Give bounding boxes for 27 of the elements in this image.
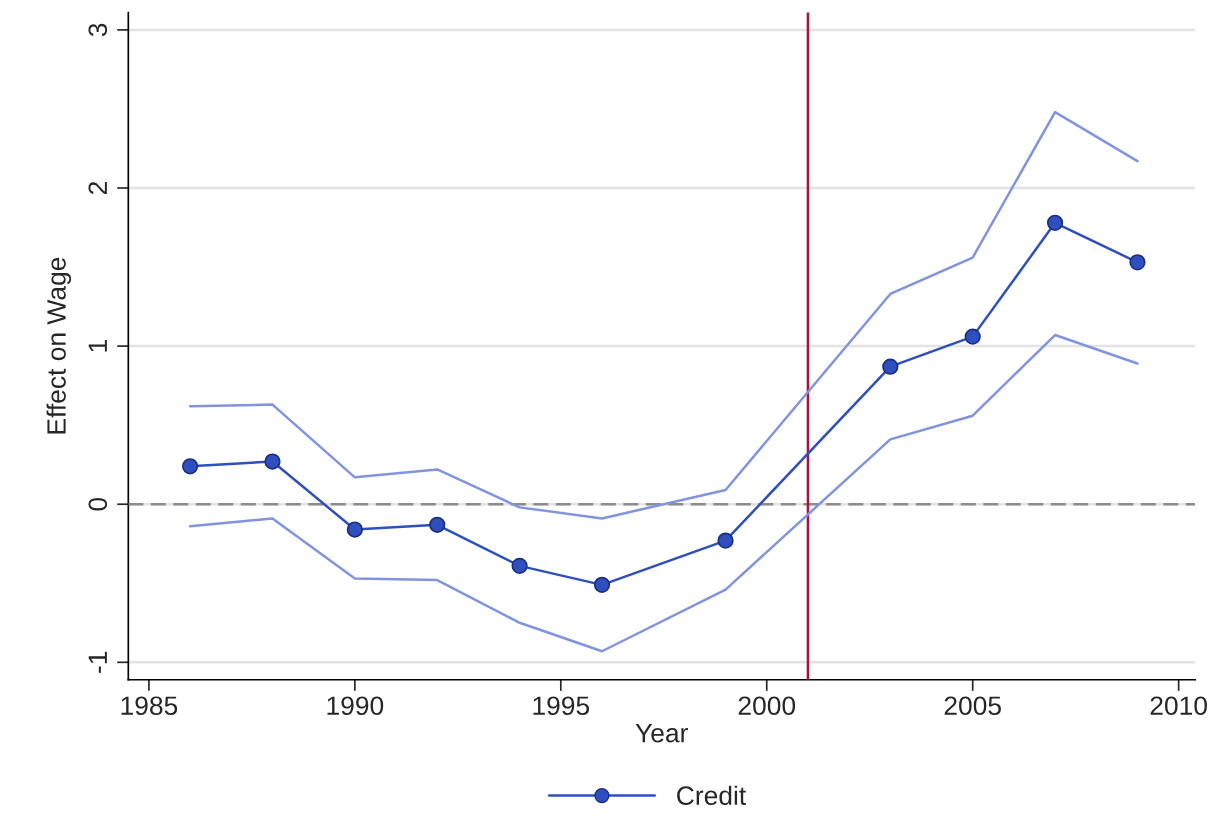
y-tick-label: 3 (88, 23, 108, 37)
y-tick-label: -1 (88, 651, 107, 673)
point (429, 516, 446, 533)
point (1129, 254, 1146, 271)
x-tick-label: 2005 (944, 696, 1001, 716)
legend-label: Credit (677, 785, 746, 806)
point (1046, 214, 1064, 231)
x-tick-label: 1985 (121, 696, 178, 716)
y-tick-label: 1 (88, 340, 107, 352)
point (882, 358, 899, 375)
y-tick-label: 2 (88, 181, 107, 195)
point (346, 521, 363, 538)
point (264, 453, 281, 470)
x-tick-label: 1995 (533, 696, 590, 716)
point (964, 328, 981, 345)
x-axis-title: Year (635, 724, 688, 743)
x-tick-label: 1990 (327, 696, 384, 716)
y-tick-label: 0 (88, 497, 108, 511)
point (511, 557, 528, 574)
line-series (188, 333, 1139, 653)
y-axis-title: Effect on Wage (46, 257, 72, 434)
x-tick-label: 2010 (1150, 696, 1207, 716)
line-series (188, 110, 1139, 520)
point (593, 576, 611, 593)
x-tick-label: 2000 (738, 696, 796, 716)
point (717, 532, 734, 549)
point (181, 458, 199, 475)
